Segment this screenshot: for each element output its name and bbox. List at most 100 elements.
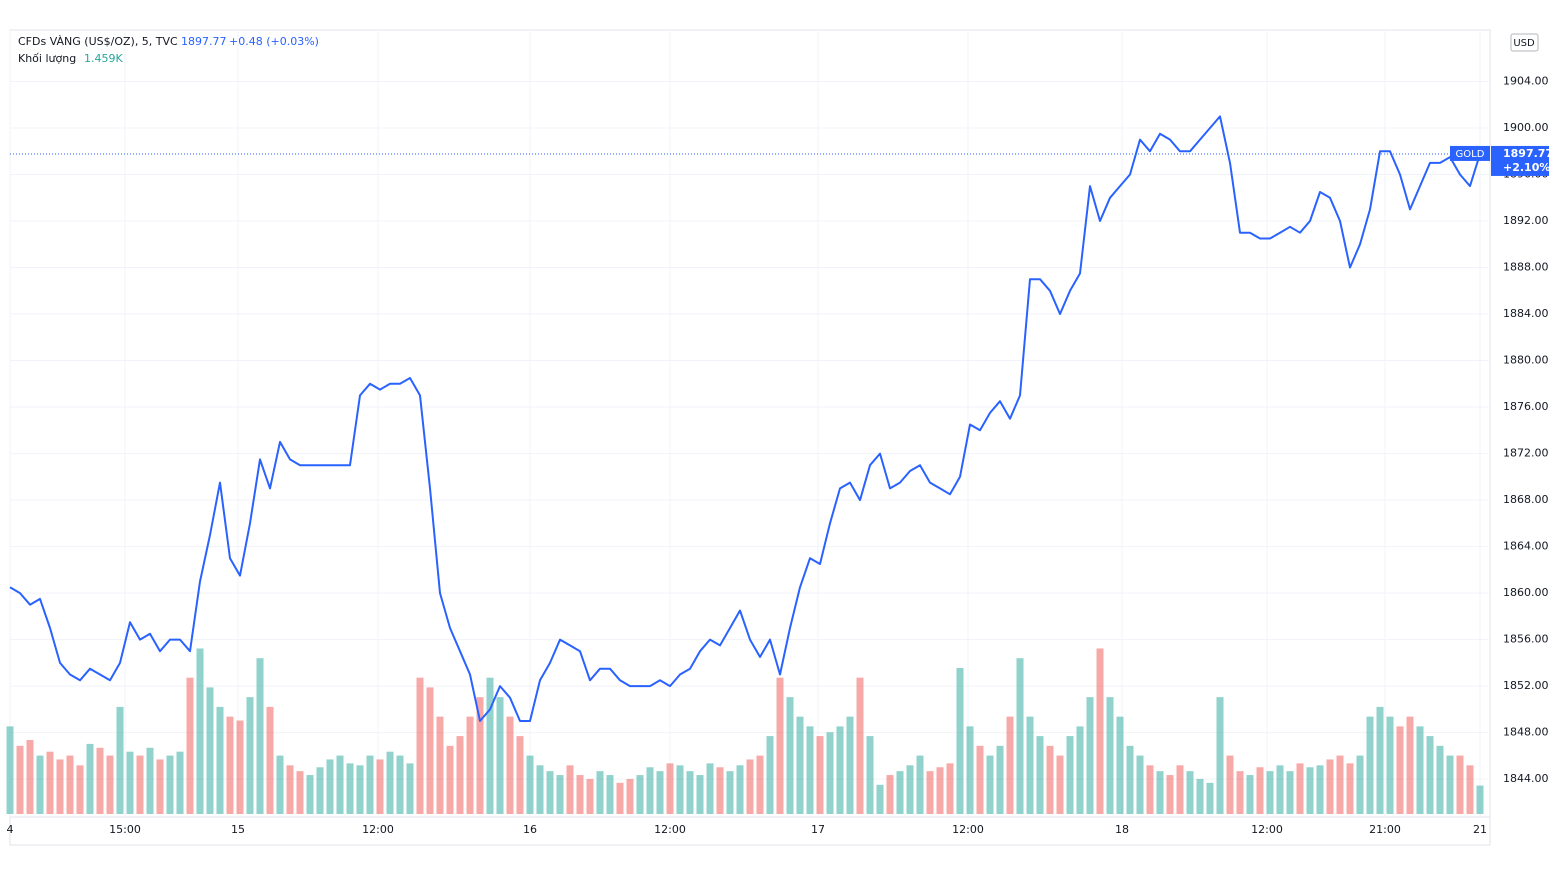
volume-bar (1206, 782, 1214, 814)
volume-bar (976, 745, 984, 814)
volume-bar (696, 775, 704, 814)
y-tick-label: 1888.00 (1503, 261, 1549, 274)
y-tick-label: 1852.00 (1503, 679, 1549, 692)
volume-bar (366, 755, 374, 814)
volume-bar (146, 747, 154, 814)
volume-last: 1.459K (84, 52, 123, 65)
volume-bar (86, 743, 94, 814)
volume-bar (1306, 767, 1314, 814)
volume-bar (856, 677, 864, 814)
x-tick-label: 21:00 (1369, 823, 1401, 836)
last-price: 1897.77 (181, 35, 227, 48)
volume-bar (786, 697, 794, 814)
volume-bar (1046, 745, 1054, 814)
volume-bar (1246, 775, 1254, 814)
volume-bar (136, 755, 144, 814)
y-tick-label: 1848.00 (1503, 726, 1549, 739)
volume-bar (196, 648, 204, 814)
price-tag-price: 1897.77 (1503, 147, 1553, 160)
volume-bar (1186, 771, 1194, 814)
volume-bar (256, 658, 264, 814)
volume-bar (56, 759, 64, 814)
volume-bar (516, 736, 524, 814)
volume-bar (26, 739, 34, 814)
volume-bar (586, 778, 594, 814)
volume-bar (996, 745, 1004, 814)
currency-button[interactable] (1510, 33, 1539, 52)
y-tick-label: 1872.00 (1503, 447, 1549, 460)
volume-bar (106, 755, 114, 814)
volume-bar (1166, 775, 1174, 814)
volume-bar (286, 765, 294, 814)
volume-bar (736, 765, 744, 814)
x-tick-label: 18 (1115, 823, 1129, 836)
volume-bar (406, 763, 414, 814)
volume-bar (66, 755, 74, 814)
y-tick-label: 1884.00 (1503, 307, 1549, 320)
y-tick-label: 1844.00 (1503, 772, 1549, 785)
volume-bar (76, 765, 84, 814)
volume-bar (36, 755, 44, 814)
volume-bar (1296, 763, 1304, 814)
volume-bar (946, 763, 954, 814)
volume-bar (116, 706, 124, 814)
price-line (9, 115, 1481, 722)
y-tick-label: 1904.00 (1503, 75, 1549, 88)
volume-bar (1346, 763, 1354, 814)
volume-bar (1326, 759, 1334, 814)
y-tick-label: 1856.00 (1503, 633, 1549, 646)
volume-bar (836, 726, 844, 814)
volume-bar (656, 771, 664, 814)
volume-bar (1266, 771, 1274, 814)
volume-bar (1026, 716, 1034, 814)
volume-bar (1286, 771, 1294, 814)
x-tick-label: 12:00 (952, 823, 984, 836)
volume-bar (926, 771, 934, 814)
volume-bar (526, 755, 534, 814)
volume-bar (676, 765, 684, 814)
volume-bar (126, 751, 134, 814)
volume-bar (436, 716, 444, 814)
volume-bar (486, 677, 494, 814)
volume-bar (376, 759, 384, 814)
volume-bar (606, 775, 614, 814)
volume-bar (416, 677, 424, 814)
y-tick-label: 1868.00 (1503, 493, 1549, 506)
volume-bar (566, 765, 574, 814)
volume-bar (1396, 726, 1404, 814)
volume-bar (636, 775, 644, 814)
volume-bar (986, 755, 994, 814)
volume-bar (1226, 755, 1234, 814)
volume-bar (536, 765, 544, 814)
volume (6, 648, 1484, 814)
volume-bar (546, 771, 554, 814)
volume-bar (1366, 716, 1374, 814)
plot (9, 115, 1490, 722)
x-tick-label: 4 (7, 823, 14, 836)
volume-bar (1076, 726, 1084, 814)
x-tick-label: 16 (523, 823, 537, 836)
volume-bar (866, 736, 874, 814)
volume-name: Khối lượng (18, 52, 76, 65)
price-change: +0.48 (+0.03%) (229, 35, 319, 48)
volume-bar (756, 755, 764, 814)
volume-bar (1356, 755, 1364, 814)
volume-bar (1386, 716, 1394, 814)
volume-bar (226, 716, 234, 814)
volume-bar (446, 745, 454, 814)
volume-bar (1216, 697, 1224, 814)
currency[interactable]: USD (1513, 38, 1535, 49)
volume-bar (1146, 765, 1154, 814)
x-tick-label: 17 (811, 823, 825, 836)
volume-bar (1276, 765, 1284, 814)
volume-bar (746, 759, 754, 814)
volume-bar (386, 751, 394, 814)
volume-bar (1406, 716, 1414, 814)
volume-bar (706, 763, 714, 814)
x-tick-label: 21 (1473, 823, 1487, 836)
volume-bar (296, 771, 304, 814)
volume-bar (496, 697, 504, 814)
volume-bar (6, 726, 14, 814)
volume-bar (1016, 658, 1024, 814)
